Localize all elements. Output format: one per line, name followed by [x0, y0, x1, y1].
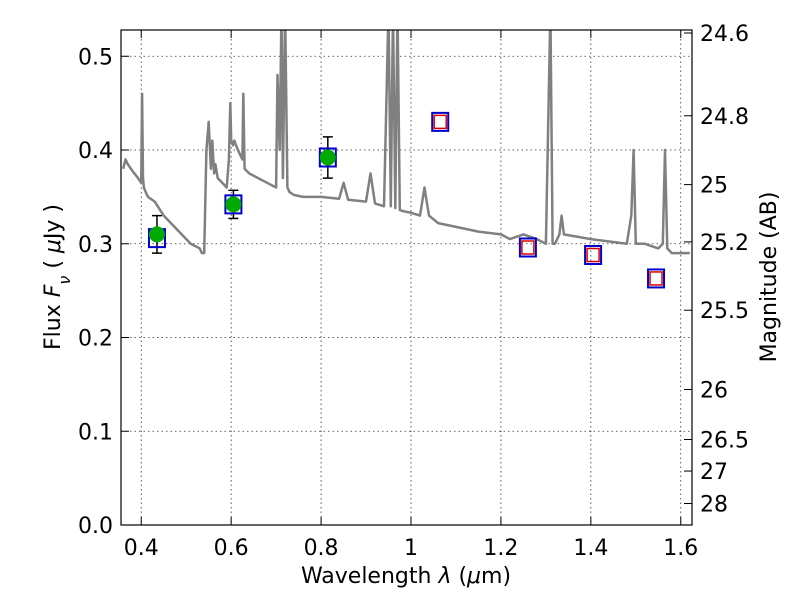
y2-tick-label: 26.5: [700, 428, 749, 453]
y2-tick-label: 25.2: [700, 231, 749, 256]
observed-flux-point: [148, 226, 165, 243]
y2-tick-label: 25.5: [700, 299, 749, 324]
x-axis-label-mu: μ: [466, 564, 481, 589]
upper-limit-box: [649, 271, 663, 286]
axis-ticks: 0.4 0.6 0.8 1 1.2 1.4 1.6 0.0 0.1 0.2 0.3 0.4 0.5 24.…: [78, 22, 749, 561]
x-axis-label-unit: m): [481, 564, 511, 589]
model-flux-box: [431, 111, 450, 132]
x-axis-label-text: Wavelength: [301, 564, 439, 589]
y-tick-label: 0.1: [78, 420, 113, 445]
y-axis-label-unit: Jy ): [41, 204, 66, 241]
y-axis-label-mu: μ: [41, 239, 66, 254]
y-axis-label-nu: ν: [55, 276, 74, 285]
x-axis-label-lambda: λ: [437, 564, 451, 589]
y-axis-label: Flux Fν ( μJy ): [41, 204, 74, 350]
y2-tick-label: 25: [700, 174, 728, 199]
plot-area: [121, 30, 690, 289]
grid-lines: [121, 30, 692, 526]
plot-frame: [120, 29, 693, 526]
model-flux-box: [518, 237, 537, 258]
y-axis-label-text: Flux: [41, 297, 66, 350]
model-flux-box: [584, 245, 603, 265]
y2-tick-label: 26: [700, 378, 728, 403]
upper-limit-box: [433, 114, 447, 130]
y-tick-label: 0.3: [78, 233, 113, 258]
x-tick-label: 0.6: [214, 536, 249, 561]
y-tick-label: 0.0: [78, 514, 113, 539]
y2-tick-label: 24.8: [700, 105, 749, 130]
sed-model-line: [121, 30, 690, 255]
model-flux-box: [647, 268, 666, 289]
y2-tick-label: 24.6: [700, 22, 749, 47]
y-axis-label-F: F: [41, 284, 66, 297]
y2-tick-label: 28: [700, 493, 728, 518]
y-tick-label: 0.2: [78, 327, 113, 352]
x-axis-label: Wavelength λ (μm): [301, 564, 511, 589]
y2-tick-label: 27: [700, 460, 728, 485]
observed-flux-point: [319, 149, 336, 166]
x-tick-label: 1.4: [573, 536, 608, 561]
y-axis-label-paren: (: [41, 253, 66, 276]
x-tick-label: 1: [404, 536, 418, 561]
upper-limit-box: [521, 240, 535, 255]
x-tick-label: 0.4: [124, 536, 159, 561]
observed-flux-point: [225, 196, 242, 213]
upper-limit-box: [586, 247, 600, 263]
y2-axis-label: Magnitude (AB): [757, 192, 782, 363]
x-tick-label: 1.6: [663, 536, 698, 561]
x-axis-label-paren: (: [451, 564, 467, 589]
x-tick-label: 1.2: [483, 536, 518, 561]
x-tick-label: 0.8: [304, 536, 339, 561]
y-tick-label: 0.5: [78, 45, 113, 70]
y-tick-label: 0.4: [78, 139, 113, 164]
